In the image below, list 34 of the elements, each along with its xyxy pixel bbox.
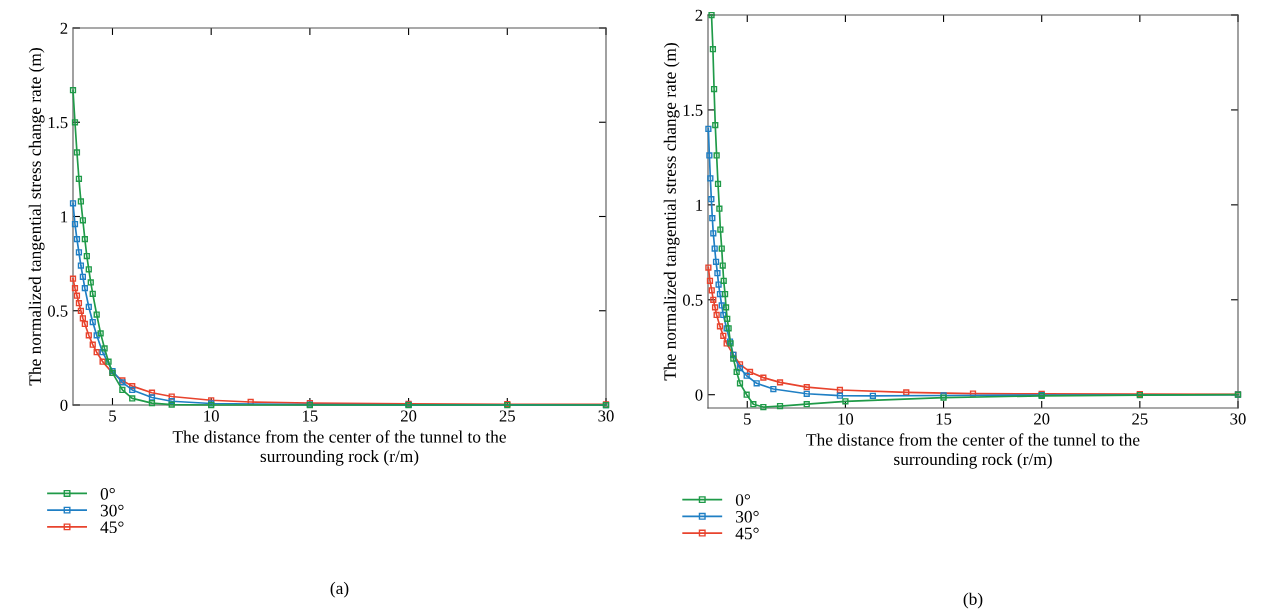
legend-label: 0° — [735, 494, 750, 506]
x-tick-label: 5 — [109, 410, 116, 422]
x-tick-label: 5 — [744, 413, 751, 425]
y-tick-label: 0.5 — [682, 294, 703, 306]
y-tick-label: 0 — [60, 399, 68, 411]
legend-label: 45° — [735, 527, 759, 540]
legend-label: 45° — [100, 521, 124, 534]
legend-label: 0° — [100, 487, 115, 500]
y-tick-label: 1 — [696, 199, 703, 211]
x-tick-label: 15 — [936, 413, 952, 425]
text: (b) — [963, 592, 983, 609]
x-tick-label: 25 — [499, 410, 515, 422]
y-axis-title: The normalized tangential stress change rate (m) — [663, 43, 680, 381]
x-tick-label: 30 — [1230, 413, 1246, 425]
x-axis-title: The distance from the center of the tunnel to the surrounding rock (r/m) — [172, 430, 506, 466]
x-tick-label: 15 — [303, 410, 318, 422]
x-axis-title: The distance from the center of the tunnel to the surrounding rock (r/m) — [806, 433, 1140, 469]
x-tick-label: 30 — [598, 410, 614, 422]
y-axis-title: The normalized tangential stress change rate (m) — [28, 48, 45, 386]
y-tick-label: 1.5 — [683, 104, 703, 116]
y-tick-label: 1.5 — [48, 117, 68, 129]
x-tick-label: 10 — [204, 410, 219, 422]
y-tick-label: 2 — [695, 9, 703, 21]
x-tick-label: 20 — [400, 410, 417, 422]
x-tick-label: 10 — [838, 413, 854, 425]
legend-label: 30° — [736, 510, 759, 523]
x-tick-label: 20 — [1034, 413, 1050, 425]
y-tick-label: 0.5 — [47, 305, 68, 317]
legend-label: 30° — [100, 504, 124, 517]
y-tick-label: 1 — [61, 211, 68, 223]
x-tick-label: 25 — [1132, 413, 1148, 425]
y-tick-label: 0 — [695, 389, 703, 401]
y-tick-label: 2 — [60, 22, 68, 34]
text: (a) — [330, 581, 349, 598]
